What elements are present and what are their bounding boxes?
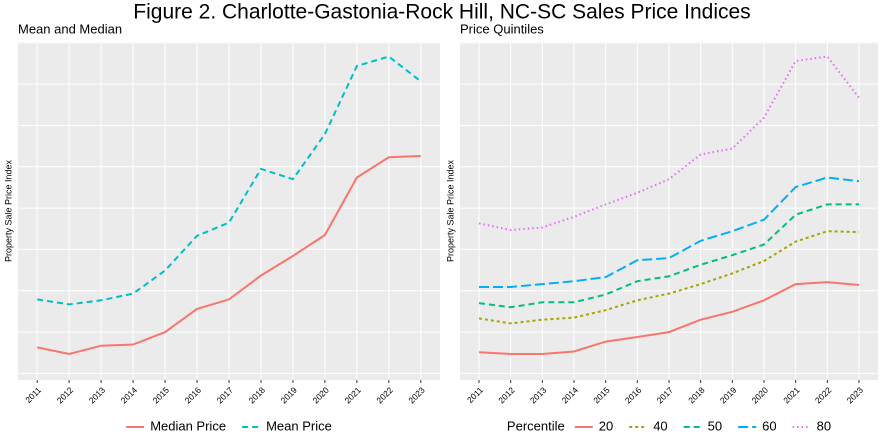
x-tick-label: 2022 <box>813 385 834 406</box>
x-tick-label: 2016 <box>623 385 644 406</box>
panel-title: Price Quintiles <box>460 21 544 36</box>
x-tick-label: 2012 <box>496 385 517 406</box>
data-line <box>36 155 421 356</box>
data-line <box>478 55 860 232</box>
legend-label: Mean Price <box>266 418 332 433</box>
x-tick-label: 2017 <box>215 385 236 406</box>
x-tick-label: 2013 <box>528 385 549 406</box>
legend-label: 20 <box>599 418 613 433</box>
x-tick-label: 2014 <box>560 385 581 406</box>
x-tick-label: 2023 <box>406 385 427 406</box>
legend-label: 80 <box>817 418 831 433</box>
x-tick-label: 2020 <box>310 385 331 406</box>
data-line <box>478 230 860 325</box>
y-axis-label: Property Sale Price Index <box>3 159 13 262</box>
legend: Median Price Mean Price <box>126 418 332 433</box>
x-tick-label: 2015 <box>151 385 172 406</box>
x-tick-label: 2014 <box>119 385 140 406</box>
x-tick-label: 2021 <box>342 385 363 406</box>
legend-title: Percentile <box>507 418 565 433</box>
x-tick-label: 2023 <box>845 385 866 406</box>
x-tick-label: 2020 <box>750 385 771 406</box>
x-tick-label: 2018 <box>247 385 268 406</box>
x-tick-label: 2011 <box>23 385 43 405</box>
x-tick-label: 2011 <box>465 385 485 405</box>
x-tick-label: 2019 <box>278 385 299 406</box>
legend-label: Median Price <box>150 418 226 433</box>
legend: Percentile 20 40 50 60 80 <box>507 418 831 433</box>
x-tick-label: 2016 <box>183 385 204 406</box>
x-tick-label: 2012 <box>55 385 76 406</box>
y-axis-label: Property Sale Price Index <box>445 159 455 262</box>
x-tick-label: 2019 <box>718 385 739 406</box>
x-tick-label: 2022 <box>374 385 395 406</box>
x-tick-label: 2017 <box>655 385 676 406</box>
figure-title: Figure 2. Charlotte-Gastonia-Rock Hill, … <box>133 1 750 24</box>
x-tick-label: 2013 <box>87 385 108 406</box>
data-line <box>37 55 422 306</box>
legend-label: 50 <box>708 418 722 433</box>
legend-label: 40 <box>653 418 667 433</box>
panel: Mean and Median 2011 2012 2013 2014 2015 2016 2… <box>3 21 440 433</box>
x-tick-label: 2021 <box>781 385 802 406</box>
data-line <box>478 281 860 355</box>
data-line <box>479 176 860 288</box>
panel-title: Mean and Median <box>18 21 122 36</box>
legend-label: 60 <box>762 418 776 433</box>
panel: Price Quintiles 2011 2012 2013 2014 2015 2016 2… <box>445 21 878 433</box>
data-line <box>478 203 859 309</box>
x-tick-label: 2018 <box>686 385 707 406</box>
x-tick-label: 2015 <box>591 385 612 406</box>
